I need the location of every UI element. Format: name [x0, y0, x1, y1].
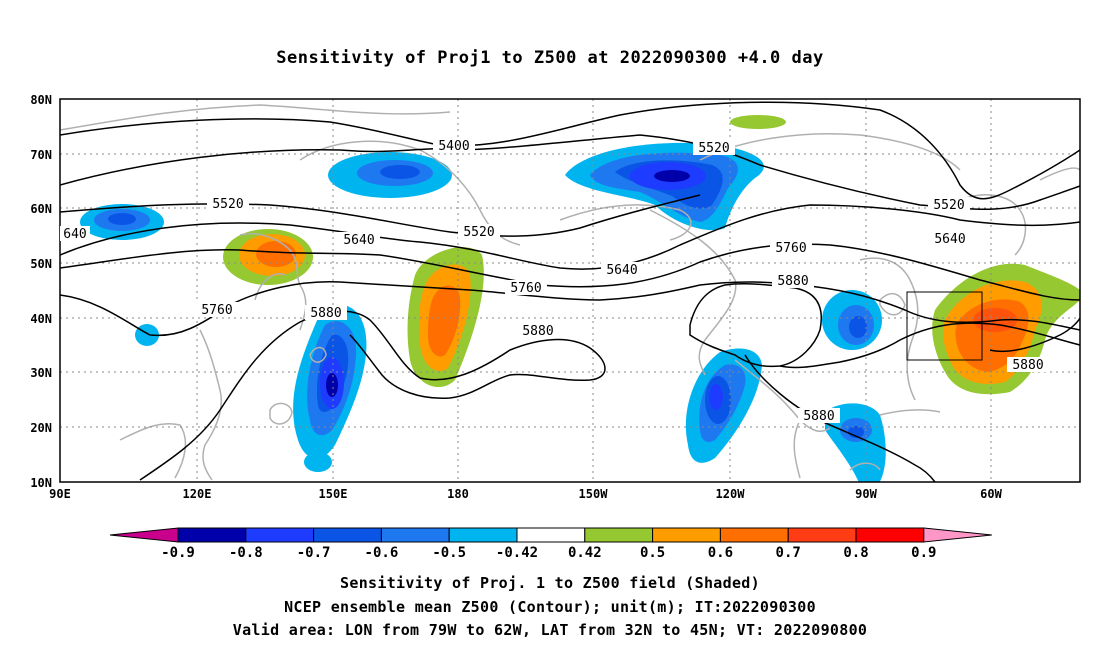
- colorbar-label: -0.5: [432, 545, 466, 561]
- lon-tick-label: 90E: [49, 487, 71, 501]
- svg-text:5880: 5880: [777, 274, 808, 289]
- plot-frame: [59, 98, 1081, 483]
- colorbar-segment: [855, 527, 925, 543]
- longitude-axis: 90E 120E 150E 180 150W 120W 90W 60W: [49, 487, 1002, 501]
- contour-label: 5520: [693, 140, 735, 156]
- svg-text:5760: 5760: [775, 241, 806, 256]
- lon-tick-label: 90W: [855, 487, 877, 501]
- lat-tick-label: 20N: [30, 421, 52, 435]
- colorbar-segment: [245, 527, 315, 543]
- contour-label: 5640: [338, 232, 380, 248]
- colorbar-label: -0.42: [496, 545, 538, 561]
- colorbar-arrow-right: [923, 527, 992, 543]
- colorbar-label: 0.7: [776, 545, 801, 561]
- contour-label: 5880: [772, 273, 814, 289]
- svg-text:5640: 5640: [934, 232, 965, 247]
- colorbar-label: 0.8: [843, 545, 868, 561]
- colorbar-segment: [787, 527, 857, 543]
- valid-area-box: [906, 291, 983, 361]
- lon-tick-label: 150E: [319, 487, 348, 501]
- contour-label: 5640: [601, 262, 643, 278]
- caption-line-1: Sensitivity of Proj. 1 to Z500 field (Sh…: [340, 574, 760, 592]
- lat-tick-label: 70N: [30, 148, 52, 162]
- colorbar-label: -0.8: [229, 545, 263, 561]
- lon-tick-label: 60W: [980, 487, 1002, 501]
- svg-text:5520: 5520: [698, 141, 729, 156]
- contour-label: 5880: [798, 408, 840, 424]
- caption-line-2: NCEP ensemble mean Z500 (Contour); unit(…: [284, 598, 816, 616]
- colorbar-label: 0.6: [708, 545, 733, 561]
- contour-label: 5880: [1007, 357, 1049, 373]
- contour-label: 5760: [505, 280, 547, 296]
- lon-tick-label: 120W: [716, 487, 746, 501]
- colorbar-label: -0.9: [161, 545, 195, 561]
- colorbar-segment: [448, 527, 518, 543]
- svg-text:5520: 5520: [463, 225, 494, 240]
- lon-tick-label: 180: [447, 487, 469, 501]
- latitude-axis: 80N 70N 60N 50N 40N 30N 20N 10N: [30, 93, 52, 490]
- colorbar-label: 0.9: [911, 545, 936, 561]
- contour-label: 5880: [305, 305, 347, 321]
- contour-label: 5760: [196, 302, 238, 318]
- svg-text:5640: 5640: [606, 263, 637, 278]
- sensitivity-shading: [80, 115, 1080, 482]
- contour-labels: 5400 5520 5520 5520 5520 5640 5640 5640 …: [60, 138, 1049, 424]
- contour-label: 640: [60, 226, 90, 242]
- svg-text:640: 640: [63, 227, 86, 242]
- colorbar-segment: [380, 527, 450, 543]
- lat-tick-label: 50N: [30, 257, 52, 271]
- colorbar-segment: [584, 527, 654, 543]
- colorbar-segment: [313, 527, 382, 543]
- colorbar-label: 0.5: [640, 545, 665, 561]
- contour-label: 5520: [207, 196, 249, 212]
- lat-tick-label: 80N: [30, 93, 52, 107]
- svg-text:5640: 5640: [343, 233, 374, 248]
- svg-text:5880: 5880: [522, 324, 553, 339]
- colorbar-label: 0.42: [568, 545, 602, 561]
- colorbar-segment: [719, 527, 789, 543]
- svg-text:5880: 5880: [310, 306, 341, 321]
- lon-tick-label: 120E: [183, 487, 212, 501]
- colorbar-label: -0.6: [365, 545, 399, 561]
- coastlines: [60, 104, 1080, 481]
- contour-label: 5520: [928, 197, 970, 213]
- contour-label: 5880: [517, 323, 559, 339]
- chart-title: Sensitivity of Proj1 to Z500 at 20220903…: [276, 48, 824, 68]
- lat-tick-label: 10N: [30, 476, 52, 490]
- lat-tick-label: 40N: [30, 312, 52, 326]
- caption-line-3: Valid area: LON from 79W to 62W, LAT fro…: [232, 621, 868, 639]
- colorbar-label: -0.7: [297, 545, 331, 561]
- lat-tick-label: 60N: [30, 202, 52, 216]
- colorbar: -0.9 -0.8 -0.7 -0.6 -0.5 -0.42 0.42 0.5 0.6 0.7 0.…: [109, 527, 992, 561]
- colorbar-arrow-left: [109, 527, 179, 543]
- svg-text:5760: 5760: [510, 281, 541, 296]
- colorbar-segment: [652, 527, 721, 543]
- contour-label: 5520: [458, 224, 500, 240]
- lat-tick-label: 30N: [30, 366, 52, 380]
- svg-text:5880: 5880: [1012, 358, 1043, 373]
- svg-text:5400: 5400: [438, 139, 469, 154]
- colorbar-segment: [516, 527, 586, 543]
- contour-label: 5640: [929, 231, 971, 247]
- contour-label: 5400: [433, 138, 475, 154]
- svg-text:5520: 5520: [933, 198, 964, 213]
- colorbar-segment: [177, 527, 247, 543]
- z500-contours: [60, 101, 1080, 482]
- svg-text:5760: 5760: [201, 303, 232, 318]
- lon-tick-label: 150W: [579, 487, 609, 501]
- svg-text:5520: 5520: [212, 197, 243, 212]
- contour-label: 5760: [770, 240, 812, 256]
- svg-text:5880: 5880: [803, 409, 834, 424]
